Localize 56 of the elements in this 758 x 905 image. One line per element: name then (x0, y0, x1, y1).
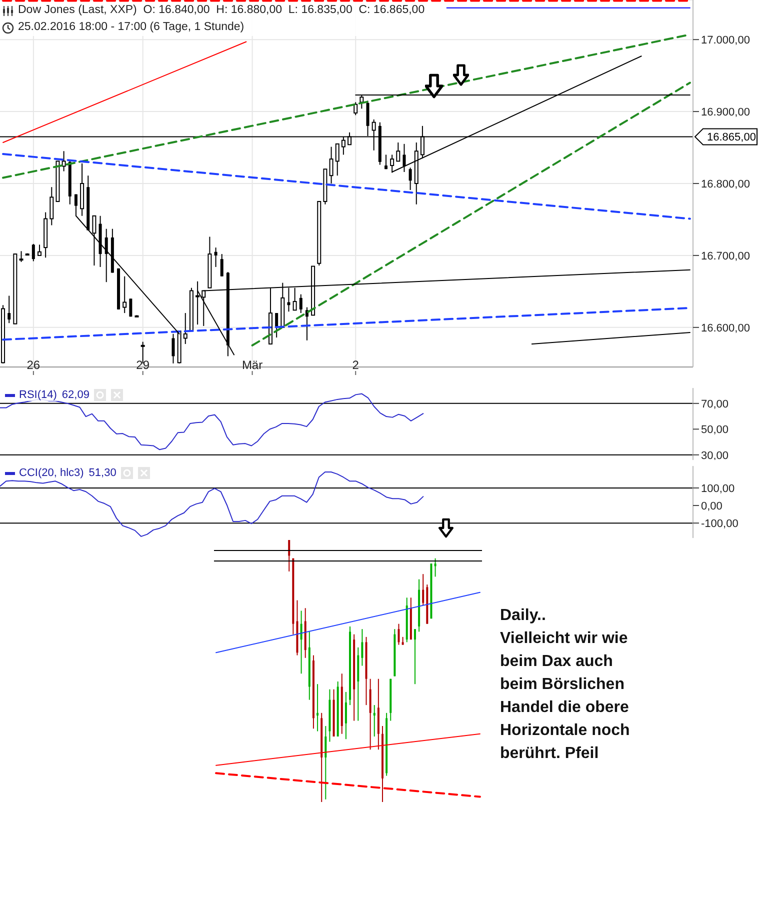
candlestick (373, 704, 376, 737)
candlestick (398, 623, 400, 646)
candlestick (299, 294, 302, 314)
candlestick (183, 312, 188, 344)
candlestick (50, 186, 54, 226)
candlestick (369, 678, 372, 750)
candlestick (214, 247, 218, 268)
candlestick (422, 574, 424, 606)
y-tick-label: -100,00 (701, 518, 738, 530)
y-tick-label: 70,00 (701, 398, 729, 410)
candlestick (104, 228, 108, 283)
x-tick-label: 2 (352, 358, 360, 372)
x-tick-label: 29 (136, 358, 150, 372)
y-tick-label: 100,00 (701, 482, 735, 495)
candlestick (172, 333, 175, 364)
candlestick (414, 628, 416, 685)
candlestick (384, 154, 388, 170)
candlestick (344, 691, 347, 740)
y-tick-label: 16.900,00 (701, 106, 750, 118)
chart-title: Dow Jones (Last, XXP) O: 16.840,00 H: 16.880,00 L: 16.835,00 C: 16.865,00 (18, 3, 425, 18)
candlestick (329, 146, 334, 184)
candlestick (220, 254, 224, 277)
annotation: 62,09 (62, 389, 90, 401)
candlestick (434, 558, 436, 578)
y-tick-label: 50,00 (701, 424, 729, 436)
candlestick (8, 295, 11, 324)
y-tick-label: 16.700,00 (701, 250, 750, 262)
ref-line-label: 16.865,00 (707, 132, 756, 144)
candlestick (316, 684, 319, 732)
candlestick (62, 150, 66, 172)
candlestick (122, 276, 127, 314)
annotation: 51,30 (88, 467, 116, 479)
candlestick (32, 243, 35, 262)
y-tick-label: 30,00 (701, 450, 729, 462)
candlestick (354, 102, 358, 116)
candlestick (129, 298, 132, 318)
y-tick-label: 0,00 (701, 500, 722, 512)
candlestick (361, 628, 364, 666)
candlestick (288, 540, 290, 572)
x-tick-label: 26 (26, 358, 40, 372)
candlestick (275, 312, 278, 338)
x-tick-label: Mär (242, 358, 263, 372)
y-tick-label: 16.800,00 (701, 178, 750, 190)
candlestick (300, 610, 302, 674)
legend-label: CCI(20, hlc3) (19, 467, 84, 479)
candlestick (19, 250, 24, 262)
candlestick (335, 143, 340, 176)
y-tick-label: 16.600,00 (701, 322, 750, 334)
text: 25.02.2016 18:00 - 17:00 (6 Tage, 1 Stunde) (18, 20, 244, 35)
candlestick (37, 244, 42, 256)
y-tick-label: 17.000,00 (701, 34, 750, 46)
candlestick (324, 726, 327, 800)
legend-label: RSI(14) (19, 389, 57, 401)
text: Daily.. Vielleicht wir wie beim Dax auch beim Börslichen Handel die obere Horizontale noch berührt. Pfeil (500, 606, 630, 764)
candlestick (408, 167, 412, 190)
candlestick (396, 142, 400, 162)
